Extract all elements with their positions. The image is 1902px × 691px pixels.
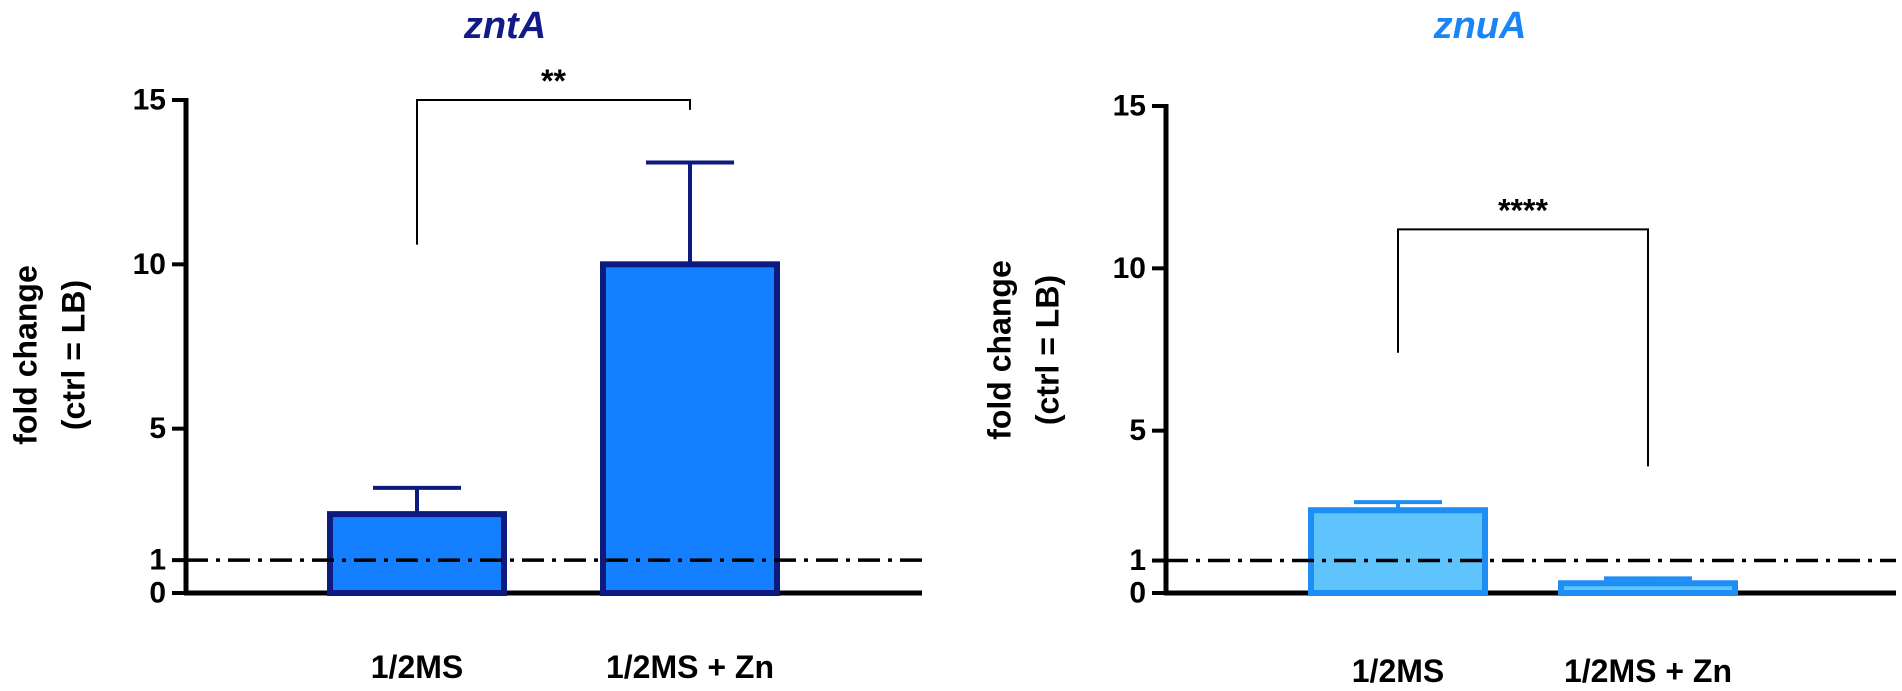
y-tick-label-15: 15 <box>133 84 166 117</box>
x-category-label-2: 1/2MS + Zn <box>1564 653 1732 686</box>
significance-bracket <box>416 99 691 245</box>
significance-label: **** <box>1498 192 1548 228</box>
x-category-label-1: 1/2MS <box>1352 653 1444 686</box>
chart-title: znuA <box>1433 5 1527 47</box>
bar-1 <box>1308 507 1488 596</box>
y-tick-label-0: 0 <box>149 577 166 610</box>
y-tick-label-10: 10 <box>1113 252 1146 285</box>
bar-2 <box>1558 580 1738 597</box>
y-axis-label-line-2: (ctrl = LB) <box>55 280 91 430</box>
y-tick-label-10: 10 <box>133 248 166 281</box>
y-tick-label-15: 15 <box>1113 90 1146 123</box>
significance-label: ** <box>541 63 566 99</box>
significance-bracket <box>1397 228 1649 467</box>
chart-title: zntA <box>463 5 546 47</box>
y-tick-label-1: 1 <box>149 544 166 577</box>
x-category-label-1: 1/2MS <box>371 649 463 685</box>
y-axis-label-line-1: fold change <box>981 260 1017 440</box>
bar-1 <box>327 511 507 596</box>
y-axis-label-line-2: (ctrl = LB) <box>1029 275 1065 425</box>
y-tick-label-5: 5 <box>149 412 166 445</box>
y-tick-label-0: 0 <box>1129 577 1146 610</box>
y-axis-label-line-1: fold change <box>7 265 43 445</box>
x-category-label-2: 1/2MS + Zn <box>606 649 774 685</box>
y-tick-label-1: 1 <box>1129 544 1146 577</box>
y-tick-label-5: 5 <box>1129 414 1146 447</box>
bar-2 <box>600 261 780 596</box>
